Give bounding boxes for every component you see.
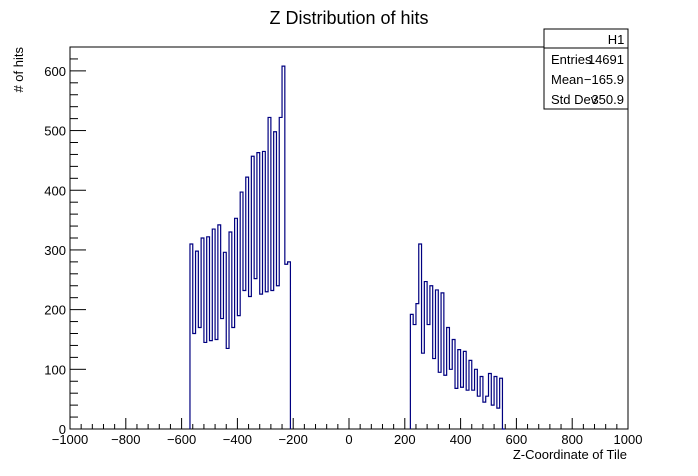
y-tick-label: 300 xyxy=(44,243,66,258)
histogram-bins xyxy=(189,65,506,430)
bin-group-right xyxy=(409,243,506,430)
y-axis-label: # of hits xyxy=(11,47,26,93)
stats-mean-value: −165.9 xyxy=(584,72,624,87)
x-tick-label: 200 xyxy=(394,432,416,447)
y-tick-label: 600 xyxy=(44,64,66,79)
x-axis-label: Z-Coordinate of Tile xyxy=(513,447,627,462)
y-tick-label: 200 xyxy=(44,303,66,318)
x-tick-label: 1000 xyxy=(614,432,643,447)
y-axis-ticks: 0 100 200 300 400 500 600 xyxy=(44,46,86,437)
x-tick-label: −400 xyxy=(223,432,252,447)
stats-mean-label: Mean xyxy=(551,72,584,87)
histogram-outline xyxy=(409,243,506,430)
x-tick-label: −800 xyxy=(111,432,140,447)
y-tick-label: 100 xyxy=(44,362,66,377)
x-tick-label: 0 xyxy=(345,432,352,447)
y-tick-label: 400 xyxy=(44,183,66,198)
histogram-outline xyxy=(189,65,292,429)
x-tick-label: 400 xyxy=(450,432,472,447)
x-tick-label: −200 xyxy=(279,432,308,447)
stats-box-frame xyxy=(543,28,629,110)
stats-stddev-value: 350.9 xyxy=(591,92,624,107)
bin-group-left xyxy=(189,65,292,429)
stats-stddev-label: Std Dev xyxy=(551,92,598,107)
x-tick-label: −600 xyxy=(167,432,196,447)
stats-box: H1 Entries 14691 Mean −165.9 Std Dev 350… xyxy=(543,28,629,110)
y-tick-label: 0 xyxy=(59,422,66,437)
x-axis-ticks: −1000 −800 −600 −400 −200 0 200 400 600 800 1000 xyxy=(52,418,643,447)
chart-title: Z Distribution of hits xyxy=(269,8,428,28)
y-tick-label: 500 xyxy=(44,124,66,139)
stats-entries-value: 14691 xyxy=(588,52,624,67)
x-tick-label: −1000 xyxy=(52,432,89,447)
x-tick-label: 600 xyxy=(506,432,528,447)
stats-box-name: H1 xyxy=(608,32,625,47)
stats-entries-label: Entries xyxy=(551,52,592,67)
x-tick-label: 800 xyxy=(561,432,583,447)
